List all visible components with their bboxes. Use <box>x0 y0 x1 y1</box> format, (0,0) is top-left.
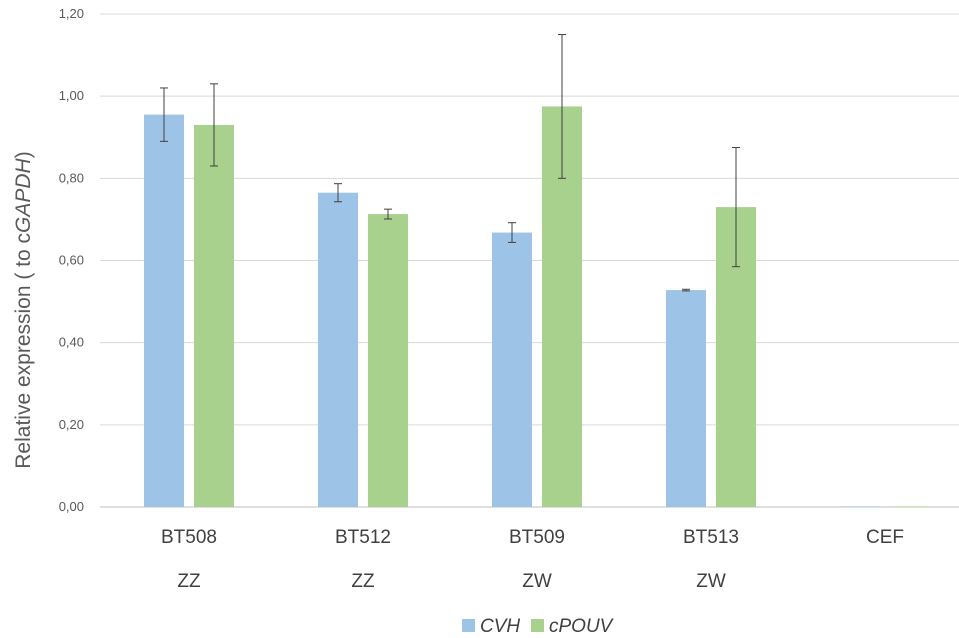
y-tick-label: 0,20 <box>59 417 84 432</box>
y-axis-ticks: 0,00 0,20 0,40 0,60 0,80 1,00 1,20 <box>59 6 84 514</box>
bar-CVH-BT508 <box>144 114 184 507</box>
error-bar-cPOUV-BT513 <box>732 147 740 268</box>
legend: CVH cPOUV <box>462 616 615 637</box>
y-tick-label: 1,20 <box>59 6 84 21</box>
bar-cPOUV-BT508 <box>194 124 234 508</box>
y-tick-label: 0,40 <box>59 335 84 350</box>
error-bar-cPOUV-BT512 <box>384 208 392 220</box>
category-sublabel: ZZ <box>351 571 375 592</box>
category-label: BT508 <box>161 527 217 548</box>
error-bar-CVH-BT508 <box>160 87 168 142</box>
category-label: CEF <box>866 527 904 548</box>
error-bar-CVH-BT513 <box>682 288 690 292</box>
category-sublabel: ZW <box>696 571 726 592</box>
y-axis-label: Relative expression ( to cGAPDH) <box>12 151 35 468</box>
category-label: BT512 <box>335 527 391 548</box>
legend-item-CVH: CVH <box>462 616 520 637</box>
y-tick-label: 1,00 <box>59 88 84 103</box>
bar-CVH-BT509 <box>492 232 532 507</box>
error-bars <box>160 34 740 292</box>
bars <box>144 106 930 508</box>
legend-label: CVH <box>480 616 520 637</box>
legend-swatch <box>462 619 475 632</box>
error-bar-cPOUV-BT508 <box>210 83 218 167</box>
y-tick-label: 0,00 <box>59 499 84 514</box>
bar-CVH-BT513 <box>666 290 706 507</box>
x-axis-labels: BT508 ZZ BT512 ZZ BT509 ZW BT513 ZW CEF <box>161 527 904 592</box>
bar-CVH-CEF <box>840 506 880 507</box>
error-bar-CVH-BT512 <box>334 183 342 203</box>
category-sublabel: ZZ <box>177 571 201 592</box>
bar-cPOUV-CEF <box>890 506 930 507</box>
bar-CVH-BT512 <box>318 192 358 507</box>
category-label: BT513 <box>683 527 739 548</box>
bar-cPOUV-BT512 <box>368 214 408 507</box>
error-bar-CVH-BT509 <box>508 222 516 243</box>
legend-swatch <box>531 619 544 632</box>
legend-item-cPOUV: cPOUV <box>531 616 615 637</box>
legend-label: cPOUV <box>549 616 615 637</box>
y-tick-label: 0,60 <box>59 253 84 268</box>
category-sublabel: ZW <box>522 571 552 592</box>
y-tick-label: 0,80 <box>59 170 84 185</box>
error-bar-cPOUV-BT509 <box>558 34 566 179</box>
category-label: BT509 <box>509 527 565 548</box>
